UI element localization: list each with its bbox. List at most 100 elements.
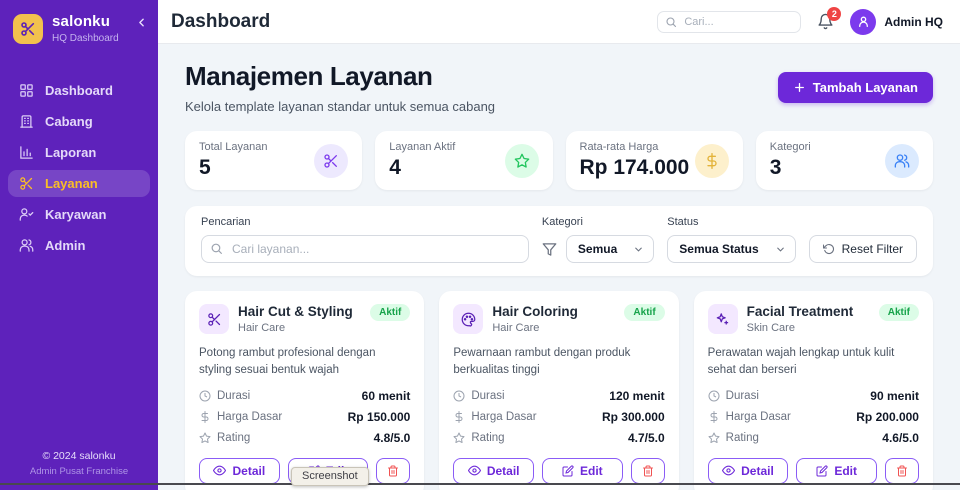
price-value: Rp 150.000	[347, 409, 411, 424]
sidebar-item-cabang[interactable]: Cabang	[8, 108, 150, 135]
duration-label: Durasi	[217, 389, 251, 402]
eye-icon	[213, 464, 226, 477]
status-badge: Aktif	[624, 304, 665, 321]
service-category: Skin Care	[746, 322, 795, 334]
eye-icon	[722, 464, 735, 477]
clock-icon	[453, 390, 465, 402]
stat-rata-rata-harga: Rata-rata Harga Rp 174.000	[565, 131, 743, 190]
edit-button[interactable]: Edit	[542, 457, 623, 484]
star-icon	[708, 432, 720, 444]
status-label: Status	[667, 216, 699, 228]
rating-value: 4.7/5.0	[627, 430, 665, 445]
plus-icon	[793, 81, 806, 94]
trash-icon	[387, 465, 399, 477]
notifications-button[interactable]: 2	[817, 7, 842, 30]
copyright-text: © 2024 salonku	[42, 450, 116, 462]
window-bottom-edge	[0, 483, 960, 485]
sidebar-item-label: Laporan	[45, 145, 97, 160]
reset-filter-button[interactable]: Reset Filter	[808, 235, 917, 263]
brand-subtitle: HQ Dashboard	[52, 33, 119, 44]
footer-subtitle: Admin Pusat Franchise	[29, 466, 129, 477]
sidebar-item-dashboard[interactable]: Dashboard	[8, 77, 150, 104]
rating-value: 4.8/5.0	[373, 430, 411, 445]
scissors-icon	[314, 143, 349, 178]
sidebar-item-karyawan[interactable]: Karyawan	[8, 201, 150, 228]
users-icon	[19, 238, 34, 253]
service-category: Hair Care	[238, 322, 286, 334]
service-category: Hair Care	[492, 322, 540, 334]
stat-value: 4	[389, 156, 401, 179]
topbar: Dashboard 2 Admin HQ	[158, 0, 960, 44]
delete-button[interactable]	[630, 457, 665, 484]
star-icon	[453, 432, 465, 444]
chevron-down-icon	[775, 244, 786, 255]
palette-icon	[453, 304, 484, 334]
user-menu[interactable]: Admin HQ	[850, 8, 943, 35]
price-value: Rp 200.000	[856, 409, 919, 424]
filter-bar: Pencarian Kategori Semua Status	[185, 206, 933, 276]
stats-row: Total Layanan 5 Layanan Aktif 4 Rata-rat…	[185, 131, 933, 190]
add-service-button[interactable]: Tambah Layanan	[777, 72, 933, 103]
trash-icon	[642, 465, 654, 477]
trash-icon	[896, 465, 908, 477]
service-description: Perawatan wajah lengkap untuk kulit seha…	[707, 347, 895, 377]
sidebar-collapse-button[interactable]	[135, 16, 148, 29]
detail-button[interactable]: Detail	[199, 457, 280, 484]
duration-label: Durasi	[725, 389, 759, 402]
scissors-logo-icon	[13, 13, 43, 44]
status-badge: Aktif	[370, 304, 411, 321]
global-search-input[interactable]	[657, 10, 802, 33]
rating-label: Rating	[471, 431, 505, 444]
service-description: Potong rambut profesional dengan styling…	[199, 347, 376, 377]
stat-label: Kategori	[769, 141, 811, 153]
service-name: Hair Cut & Styling	[238, 304, 353, 319]
grid-icon	[19, 83, 34, 98]
scissors-icon	[19, 176, 34, 191]
service-description: Pewarnaan rambut dengan produk berkualit…	[453, 347, 631, 377]
service-card: Hair Cut & Styling Hair Care Aktif Poton…	[185, 291, 425, 490]
global-search	[657, 10, 802, 33]
chevron-down-icon	[633, 244, 644, 255]
user-name: Admin HQ	[884, 14, 943, 29]
sidebar-item-label: Dashboard	[45, 83, 113, 98]
users-icon	[885, 143, 919, 178]
brand: salonku HQ Dashboard	[0, 0, 158, 59]
eye-icon	[468, 464, 481, 477]
building-icon	[19, 114, 34, 129]
detail-button[interactable]: Detail	[453, 457, 534, 484]
duration-value: 60 menit	[361, 388, 411, 403]
price-value: Rp 300.000	[601, 409, 665, 424]
delete-button[interactable]	[376, 457, 411, 484]
reset-icon	[823, 243, 835, 255]
stat-label: Total Layanan	[199, 141, 268, 153]
status-badge: Aktif	[878, 304, 919, 321]
avatar	[850, 8, 877, 35]
service-search-input[interactable]	[201, 235, 529, 263]
service-card: Hair Coloring Hair Care Aktif Pewarnaan …	[439, 291, 679, 490]
sidebar-item-laporan[interactable]: Laporan	[8, 139, 150, 166]
sidebar-item-admin[interactable]: Admin	[8, 232, 150, 259]
dollar-icon	[708, 411, 720, 423]
price-label: Harga Dasar	[725, 410, 791, 423]
main-content: Manajemen Layanan Kelola template layana…	[158, 44, 960, 490]
chevron-left-icon	[135, 16, 148, 29]
sidebar-footer: © 2024 salonku Admin Pusat Franchise	[0, 450, 158, 490]
sidebar-item-label: Cabang	[45, 114, 93, 129]
rating-label: Rating	[217, 431, 251, 444]
search-icon	[210, 242, 223, 255]
detail-button[interactable]: Detail	[707, 457, 789, 484]
search-label: Pencarian	[201, 216, 251, 228]
edit-button[interactable]: Edit	[796, 457, 877, 484]
notification-badge: 2	[827, 7, 842, 21]
dollar-icon	[199, 411, 211, 423]
rating-label: Rating	[725, 431, 759, 444]
delete-button[interactable]	[885, 457, 919, 484]
status-select[interactable]: Semua Status	[667, 235, 796, 263]
service-cards-grid: Hair Cut & Styling Hair Care Aktif Poton…	[185, 291, 933, 490]
dollar-icon	[694, 143, 729, 178]
duration-value: 90 menit	[870, 388, 919, 403]
cursor-tooltip: Screenshot	[291, 467, 369, 486]
sidebar-item-layanan[interactable]: Layanan	[8, 170, 150, 197]
category-select[interactable]: Semua	[565, 235, 655, 263]
service-name: Hair Coloring	[492, 304, 578, 319]
